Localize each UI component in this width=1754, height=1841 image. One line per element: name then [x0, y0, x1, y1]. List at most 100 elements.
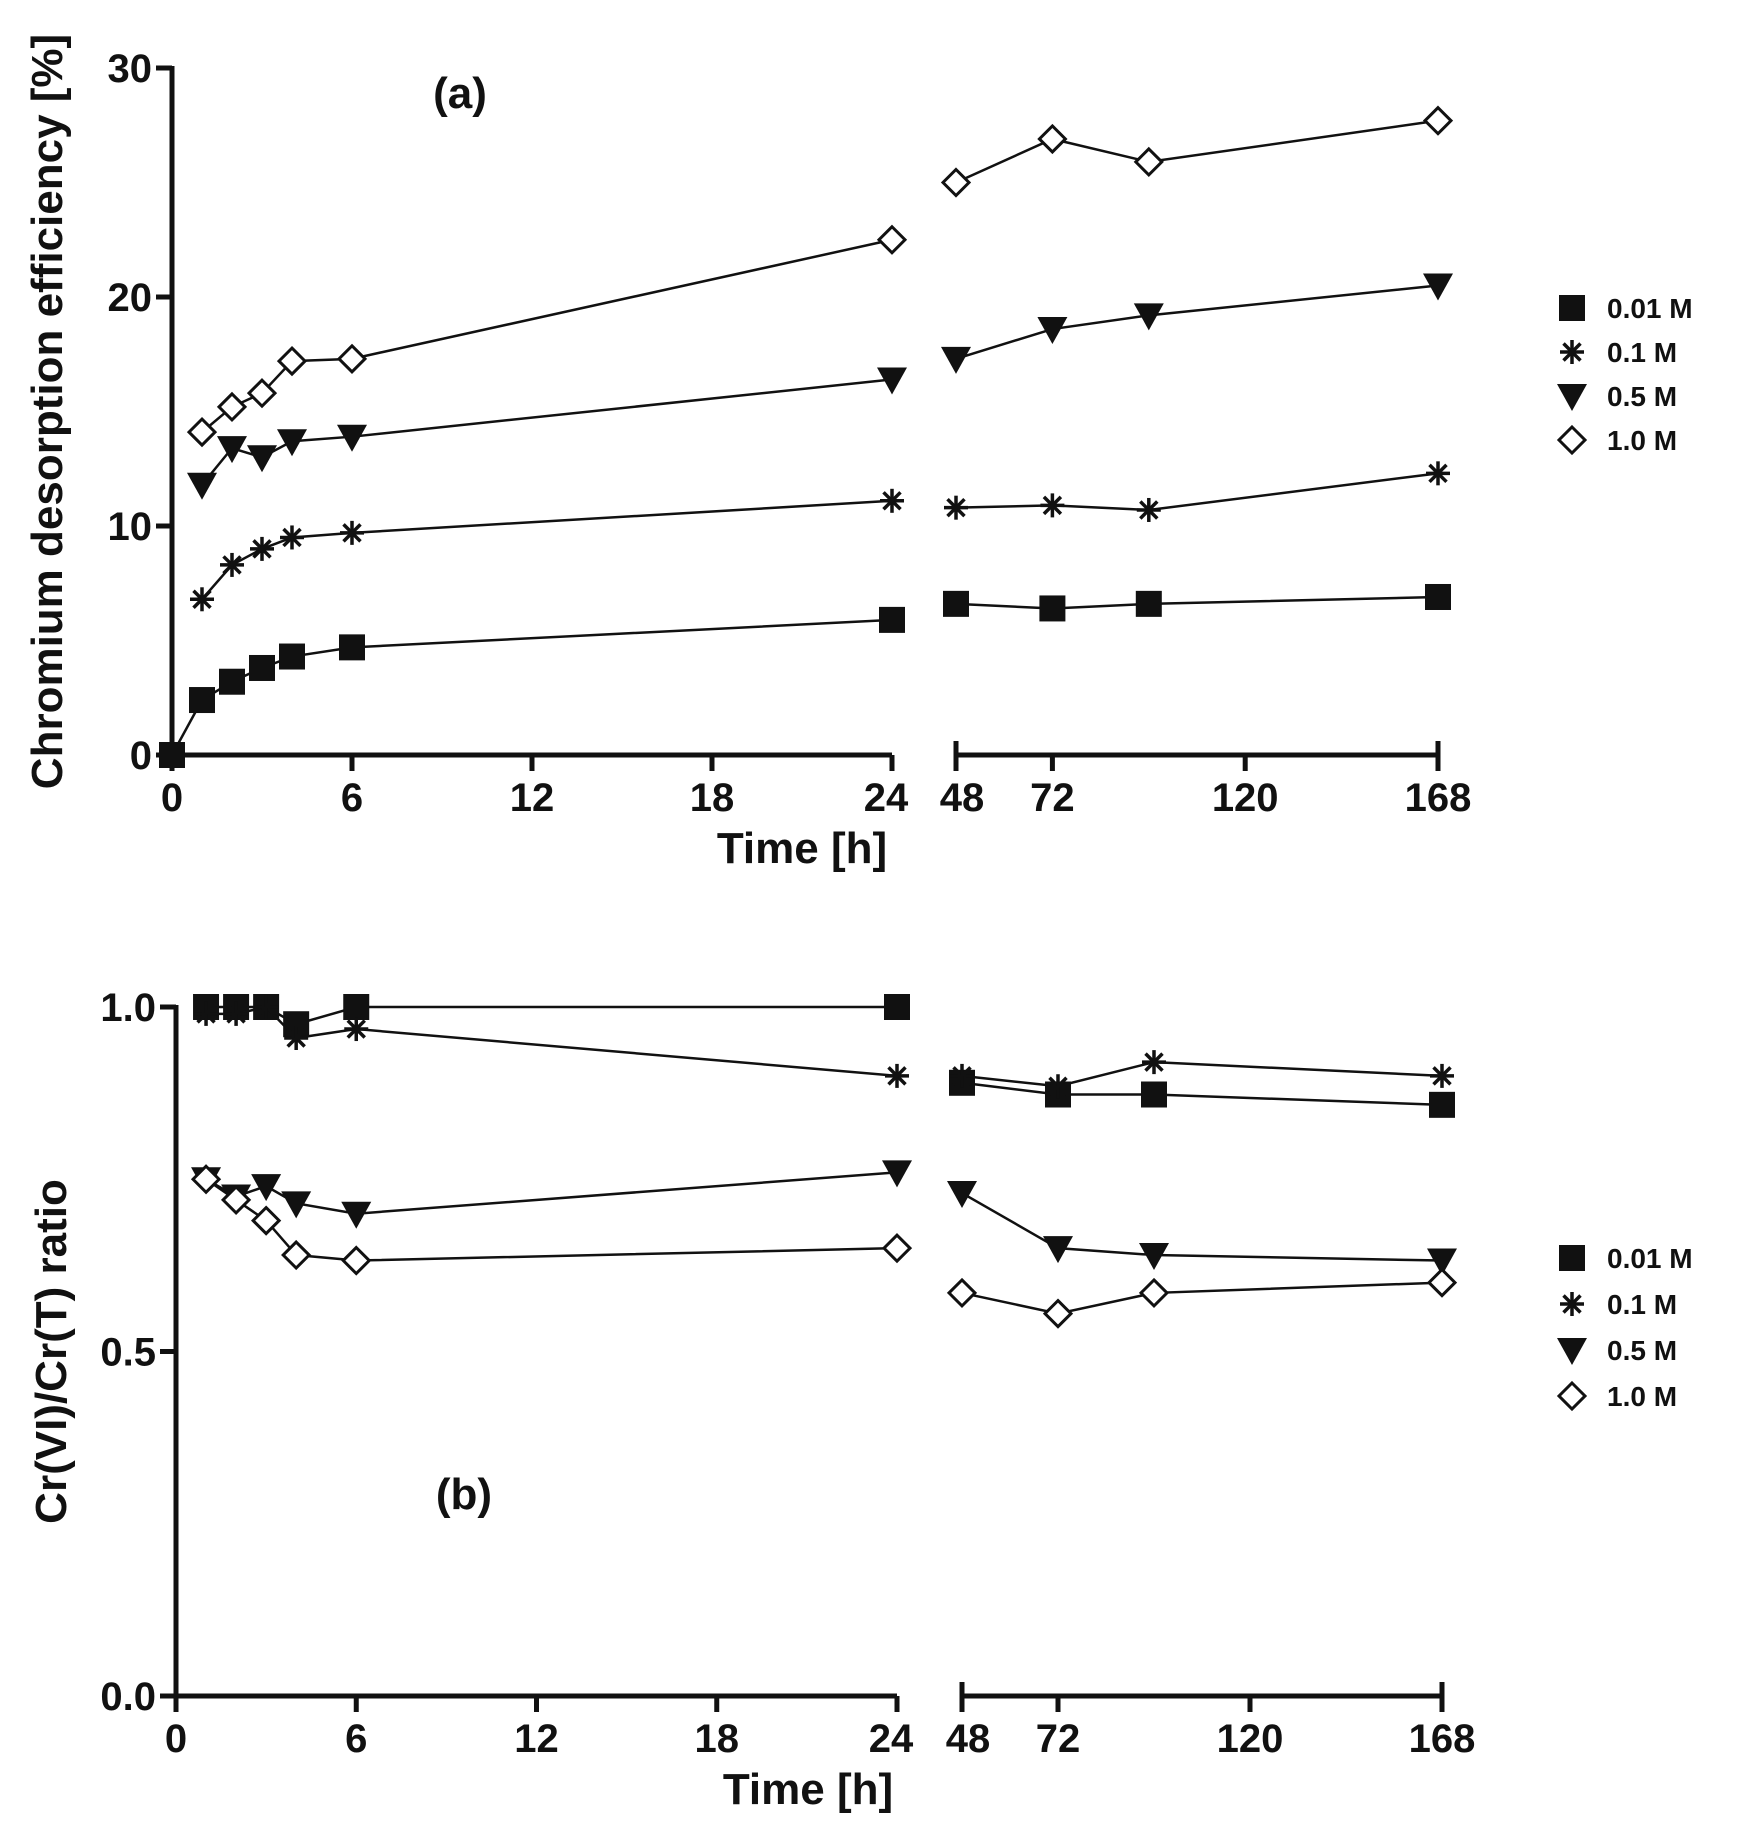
panel-b-point-10M: [1429, 1270, 1455, 1296]
panel-b-point-01M: [284, 1026, 308, 1050]
panel-b-legend-marker: [1559, 1245, 1585, 1271]
panel-a-x-tick-label: 24: [864, 776, 909, 820]
panel-b-point-01M: [1430, 1064, 1454, 1088]
panel-b-y-tick-label: 0.5: [100, 1331, 156, 1375]
panel-a-y-axis-title: Chromium desorption efficiency [%]: [23, 34, 72, 789]
panel-b-x-tick-label: 48: [946, 1717, 991, 1761]
panel-a-point-05M: [187, 473, 217, 500]
panel-b-series-line-001M: [206, 1007, 897, 1024]
panel-a-series-line-01M: [956, 473, 1438, 510]
panel-a-point-01M: [1137, 498, 1161, 522]
panel-b-legend-label: 0.1 M: [1607, 1289, 1677, 1320]
panel-a-point-001M: [279, 644, 305, 670]
panel-a-y-tick-label: 30: [108, 47, 153, 91]
panel-a-point-10M: [339, 346, 365, 372]
panel-a-point-01M: [340, 521, 364, 545]
panel-a-legend-label: 0.5 M: [1607, 381, 1677, 412]
panel-a-point-01M: [250, 537, 274, 561]
panel-a-series-line-10M: [202, 240, 892, 432]
panel-b-x-axis-title: Time [h]: [723, 1765, 893, 1814]
panel-b-point-01M: [224, 1002, 248, 1026]
panel-b-x-tick-label: 24: [869, 1717, 914, 1761]
panel-b-point-10M: [1045, 1301, 1071, 1327]
panel-b-x-tick-label: 12: [514, 1717, 559, 1761]
panel-a-series-line-001M: [956, 597, 1438, 608]
panel-b-series-line-001M: [962, 1083, 1442, 1105]
panel-a-point-10M: [1136, 149, 1162, 175]
panel-b-point-001M: [884, 994, 910, 1020]
panel-a-legend-marker: [1559, 295, 1585, 321]
panel-a-legend-label: 0.01 M: [1607, 293, 1693, 324]
panel-b-point-01M: [885, 1064, 909, 1088]
panel-b-x-tick-label: 120: [1217, 1717, 1284, 1761]
panel-b-point-01M: [194, 1002, 218, 1026]
panel-b-point-01M: [1142, 1050, 1166, 1074]
panel-a-x-tick-label: 6: [341, 776, 363, 820]
panel-a-point-001M: [219, 669, 245, 695]
panel-a-point-001M: [1039, 595, 1065, 621]
panel-a-panel-label: (a): [433, 69, 487, 118]
panel-a-x-tick-label: 168: [1405, 776, 1472, 820]
panel-a-series-line-01M: [202, 501, 892, 599]
panel-b-x-tick-label: 168: [1409, 1717, 1476, 1761]
panel-a-series-line-05M: [956, 286, 1438, 359]
panel-a-point-10M: [1039, 126, 1065, 152]
panel-a-point-10M: [943, 170, 969, 196]
panel-a-legend-marker: [1560, 340, 1584, 364]
panel-b-panel-label: (b): [436, 1470, 492, 1519]
panel-b-series-line-01M: [962, 1062, 1442, 1086]
panel-a-legend-marker: [1559, 427, 1585, 453]
panel-b-legend-label: 0.5 M: [1607, 1335, 1677, 1366]
panel-a-point-10M: [879, 227, 905, 253]
panel-a-point-001M: [879, 607, 905, 633]
panel-a-point-01M: [190, 587, 214, 611]
panel-b-y-tick-label: 1.0: [100, 986, 156, 1030]
panel-a-x-tick-label: 0: [161, 776, 183, 820]
panel-b-legend-label: 1.0 M: [1607, 1381, 1677, 1412]
panel-b-x-tick-label: 0: [165, 1717, 187, 1761]
panel-a-point-01M: [944, 496, 968, 520]
panel-a-point-01M: [880, 489, 904, 513]
panel-b-series-line-01M: [206, 1007, 897, 1076]
panel-a-point-001M: [339, 634, 365, 660]
panel-a-point-01M: [280, 525, 304, 549]
panel-b-y-axis-title: Cr(VI)/Cr(T) ratio: [27, 1179, 76, 1524]
panel-b-point-01M: [1046, 1074, 1070, 1098]
panel-a-series-line-05M: [202, 379, 892, 484]
panel-a-point-001M: [943, 591, 969, 617]
panel-a-chart: 01020300 6 12 18 24 48 72 120 168Time [h]Chromiu…: [23, 34, 1693, 873]
panel-a-legend-label: 1.0 M: [1607, 425, 1677, 456]
panel-a-series-line-10M: [956, 121, 1438, 183]
panel-b-point-10M: [949, 1280, 975, 1306]
panel-a-legend-label: 0.1 M: [1607, 337, 1677, 368]
panel-a-x-axis-title: Time [h]: [717, 824, 887, 873]
panel-a-point-001M: [189, 687, 215, 713]
panel-a-series-line-001M: [172, 620, 892, 755]
panel-b-point-01M: [344, 1017, 368, 1041]
panel-b-point-01M: [950, 1064, 974, 1088]
panel-a-point-001M: [249, 655, 275, 681]
panel-b-point-001M: [343, 994, 369, 1020]
panel-a-y-tick-label: 20: [108, 276, 153, 320]
panel-a-x-tick-label: 12: [510, 776, 555, 820]
panel-b-point-10M: [1141, 1280, 1167, 1306]
panel-b-point-05M: [1139, 1243, 1169, 1270]
panel-a-point-01M: [220, 553, 244, 577]
panel-b-point-10M: [343, 1248, 369, 1274]
panel-a-legend-marker: [1557, 384, 1587, 411]
panel-a-x-tick-label: 48: [940, 776, 985, 820]
panel-b-legend-marker: [1557, 1338, 1587, 1365]
panel-a-point-05M: [277, 429, 307, 456]
panel-a-y-tick-label: 10: [108, 505, 153, 549]
panel-b-y-tick-label: 0.0: [100, 1675, 156, 1719]
panel-a-point-001M: [1136, 591, 1162, 617]
figure: 0 10 20 30 0 6 12 18 24 48 72 120 168 Time [h] Chromiu…: [0, 0, 1754, 1836]
panel-b-point-01M: [254, 995, 278, 1019]
panel-a-x-tick-label: 18: [690, 776, 735, 820]
panel-a-x-tick-label: 72: [1030, 776, 1075, 820]
panel-a-x-tick-label: 120: [1212, 776, 1279, 820]
panel-b-legend-marker: [1559, 1383, 1585, 1409]
panel-a-point-05M: [247, 445, 277, 472]
panel-b-series-line-05M: [962, 1193, 1442, 1261]
panel-b-legend-label: 0.01 M: [1607, 1243, 1693, 1274]
